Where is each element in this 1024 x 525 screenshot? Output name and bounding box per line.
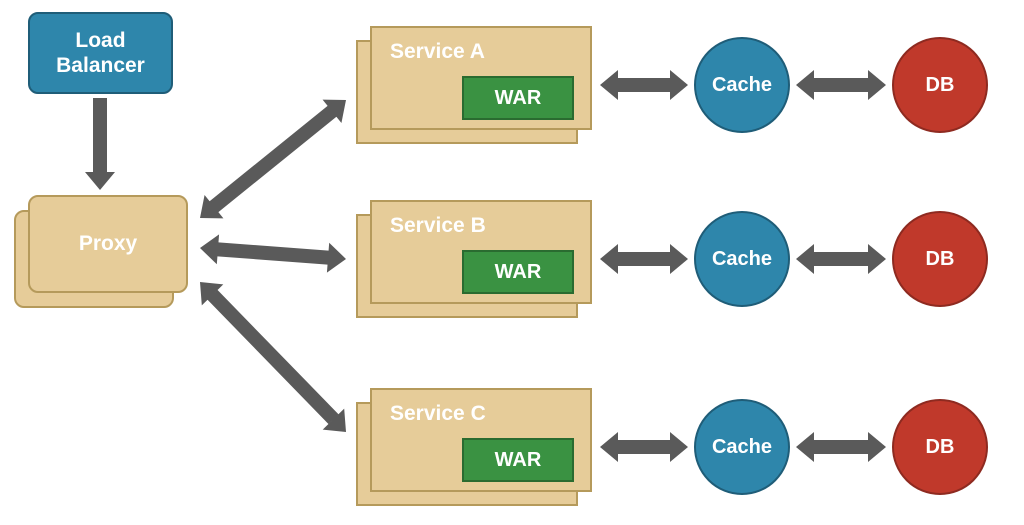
load-balancer-node: Load Balancer (28, 12, 173, 94)
service-node: Service A WAR (370, 26, 592, 130)
service-node: Service B WAR (370, 200, 592, 304)
cache-node: Cache (694, 399, 790, 495)
service-label: Service A (390, 40, 485, 64)
cache-node: Cache (694, 37, 790, 133)
architecture-diagram: Load Balancer Proxy Service A WAR Service B W… (0, 0, 1024, 525)
service-node: Service C WAR (370, 388, 592, 492)
arrow-service-cache-0 (600, 70, 688, 100)
war-badge: WAR (462, 76, 574, 120)
war-badge: WAR (462, 438, 574, 482)
proxy-node: Proxy (28, 195, 188, 293)
service-label: Service C (390, 402, 486, 426)
arrow-service-cache-2 (600, 432, 688, 462)
war-badge: WAR (462, 250, 574, 294)
cache-node: Cache (694, 211, 790, 307)
arrow-proxy-service-1 (200, 234, 346, 272)
arrow-cache-db-1 (796, 244, 886, 274)
arrow-proxy-service-0 (200, 100, 346, 219)
arrow-service-cache-1 (600, 244, 688, 274)
arrow-cache-db-0 (796, 70, 886, 100)
db-node: DB (892, 211, 988, 307)
db-node: DB (892, 399, 988, 495)
db-node: DB (892, 37, 988, 133)
arrow-cache-db-2 (796, 432, 886, 462)
arrow-lb-to-proxy (85, 98, 115, 190)
service-label: Service B (390, 214, 486, 238)
arrow-proxy-service-2 (200, 282, 346, 432)
